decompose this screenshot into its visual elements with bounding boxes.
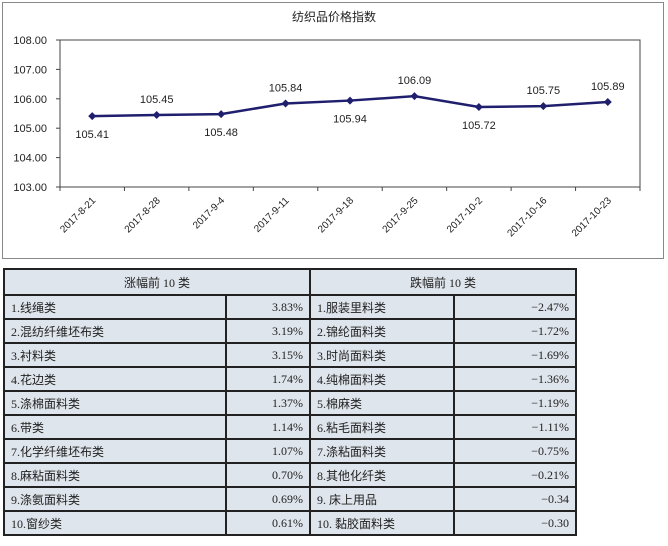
rise-value-cell: 0.61% [225,510,311,536]
table-row: 4.花边类 1.74% 4.纯棉面料类 −1.36% [3,366,577,392]
y-tick-label: 108.00 [13,35,47,47]
data-label: 105.72 [462,120,496,132]
data-point [346,96,354,105]
data-point [217,110,226,119]
rise-header: 涨幅前 10 类 [3,268,311,296]
table-row: 2.混纺纤维坯布类 3.19% 2.锦纶面料类 −1.72% [3,318,577,344]
plot-area [59,39,641,188]
fall-name-cell: 9. 床上用品 [309,486,455,512]
table-row: 5.涤棉面料类 1.37% 5.棉麻类 −1.19% [3,390,577,416]
rise-value-cell: 0.69% [225,486,311,512]
chart-title: 纺织品价格指数 [292,9,376,24]
x-tick-label: 2017-9-25 [381,195,421,235]
rise-value-cell: 1.37% [225,390,311,416]
table-row: 7.化学纤维坯布类 1.07% 7.涤粘面料类 −0.75% [3,438,577,464]
table-row: 3.衬料类 3.15% 3.时尚面料类 −1.69% [3,342,577,368]
data-point [539,102,548,111]
fall-name-cell: 10. 黏胶面料类 [309,510,455,536]
data-point [603,98,612,107]
y-tick-label: 107.00 [13,64,47,76]
x-tick-label: 2017-8-28 [123,195,163,235]
x-tick-label: 2017-9-18 [316,195,356,235]
fall-name-cell: 5.棉麻类 [309,390,455,416]
fall-value-cell: −0.75% [453,438,577,464]
fall-value-cell: −1.72% [453,318,577,344]
table-row: 1.线绳类 3.83% 1.服装里料类 −2.47% [3,294,577,320]
y-tick-label: 103.00 [13,182,47,194]
fall-name-cell: 1.服装里料类 [309,294,455,320]
rise-name-cell: 7.化学纤维坯布类 [3,438,227,464]
rise-value-cell: 3.83% [225,294,311,320]
data-label: 105.89 [591,81,625,93]
fall-header: 跌幅前 10 类 [309,268,577,296]
chart-svg: 纺织品价格指数 103.00 104.00 105.00 106.00 107.00 10… [13,9,641,239]
rise-name-cell: 6.带类 [3,414,227,440]
x-tick-label: 2017-10-16 [506,195,550,239]
fall-value-cell: −1.11% [453,414,577,440]
x-tick-label: 2017-9-4 [191,195,227,231]
x-tick-label: 2017-10-23 [570,195,614,239]
rise-name-cell: 5.涤棉面料类 [3,390,227,416]
data-label: 105.45 [140,94,174,106]
fall-value-cell: −1.19% [453,390,577,416]
rise-name-cell: 3.衬料类 [3,342,227,368]
data-label: 106.09 [398,75,432,87]
x-tick-label: 2017-8-21 [58,195,98,235]
fall-name-cell: 2.锦纶面料类 [309,318,455,344]
data-point [474,103,483,112]
y-tick-label: 105.00 [13,123,47,135]
rise-name-cell: 2.混纺纤维坯布类 [3,318,227,344]
rise-value-cell: 3.19% [225,318,311,344]
table-row: 6.带类 1.14% 6.粘毛面料类 −1.11% [3,414,577,440]
data-point [88,112,97,121]
rise-name-cell: 4.花边类 [3,366,227,392]
fall-value-cell: −1.36% [453,366,577,392]
table-row: 9.涤氨面料类 0.69% 9. 床上用品 −0.34 [3,486,577,512]
rise-name-cell: 8.麻粘面料类 [3,462,227,488]
fall-name-cell: 7.涤粘面料类 [309,438,455,464]
y-tick-label: 106.00 [13,94,47,106]
data-point [152,110,161,119]
x-tick-label: 2017-10-2 [445,195,485,235]
table-row: 10.窗纱类 0.61% 10. 黏胶面料类 −0.30 [3,510,577,536]
rise-value-cell: 0.70% [225,462,311,488]
data-point [281,99,290,108]
data-label: 105.41 [75,129,109,141]
table-row: 8.麻粘面料类 0.70% 8.其他化纤类 −0.21% [3,462,577,488]
rise-value-cell: 1.74% [225,366,311,392]
data-label: 105.94 [333,114,367,126]
data-label: 105.48 [204,127,238,139]
change-table: 涨幅前 10 类 跌幅前 10 类 1.线绳类 3.83% 1.服装里料类 −2.47… [3,268,577,536]
fall-value-cell: −0.34 [453,486,577,512]
data-point [410,92,419,101]
price-index-chart [2,2,664,259]
fall-value-cell: −0.30 [453,510,577,536]
fall-name-cell: 6.粘毛面料类 [309,414,455,440]
rise-name-cell: 9.涤氨面料类 [3,486,227,512]
table-header-row: 涨幅前 10 类 跌幅前 10 类 [3,268,577,296]
fall-value-cell: −2.47% [453,294,577,320]
fall-name-cell: 3.时尚面料类 [309,342,455,368]
rise-value-cell: 3.15% [225,342,311,368]
rise-value-cell: 1.07% [225,438,311,464]
rise-value-cell: 1.14% [225,414,311,440]
x-tick-label: 2017-9-11 [252,195,292,235]
fall-value-cell: −0.21% [453,462,577,488]
fall-name-cell: 8.其他化纤类 [309,462,455,488]
data-label: 105.84 [269,83,303,95]
y-tick-label: 104.00 [13,153,47,165]
rise-name-cell: 1.线绳类 [3,294,227,320]
rise-name-cell: 10.窗纱类 [3,510,227,536]
fall-name-cell: 4.纯棉面料类 [309,366,455,392]
fall-value-cell: −1.69% [453,342,577,368]
data-label: 105.75 [527,85,561,97]
